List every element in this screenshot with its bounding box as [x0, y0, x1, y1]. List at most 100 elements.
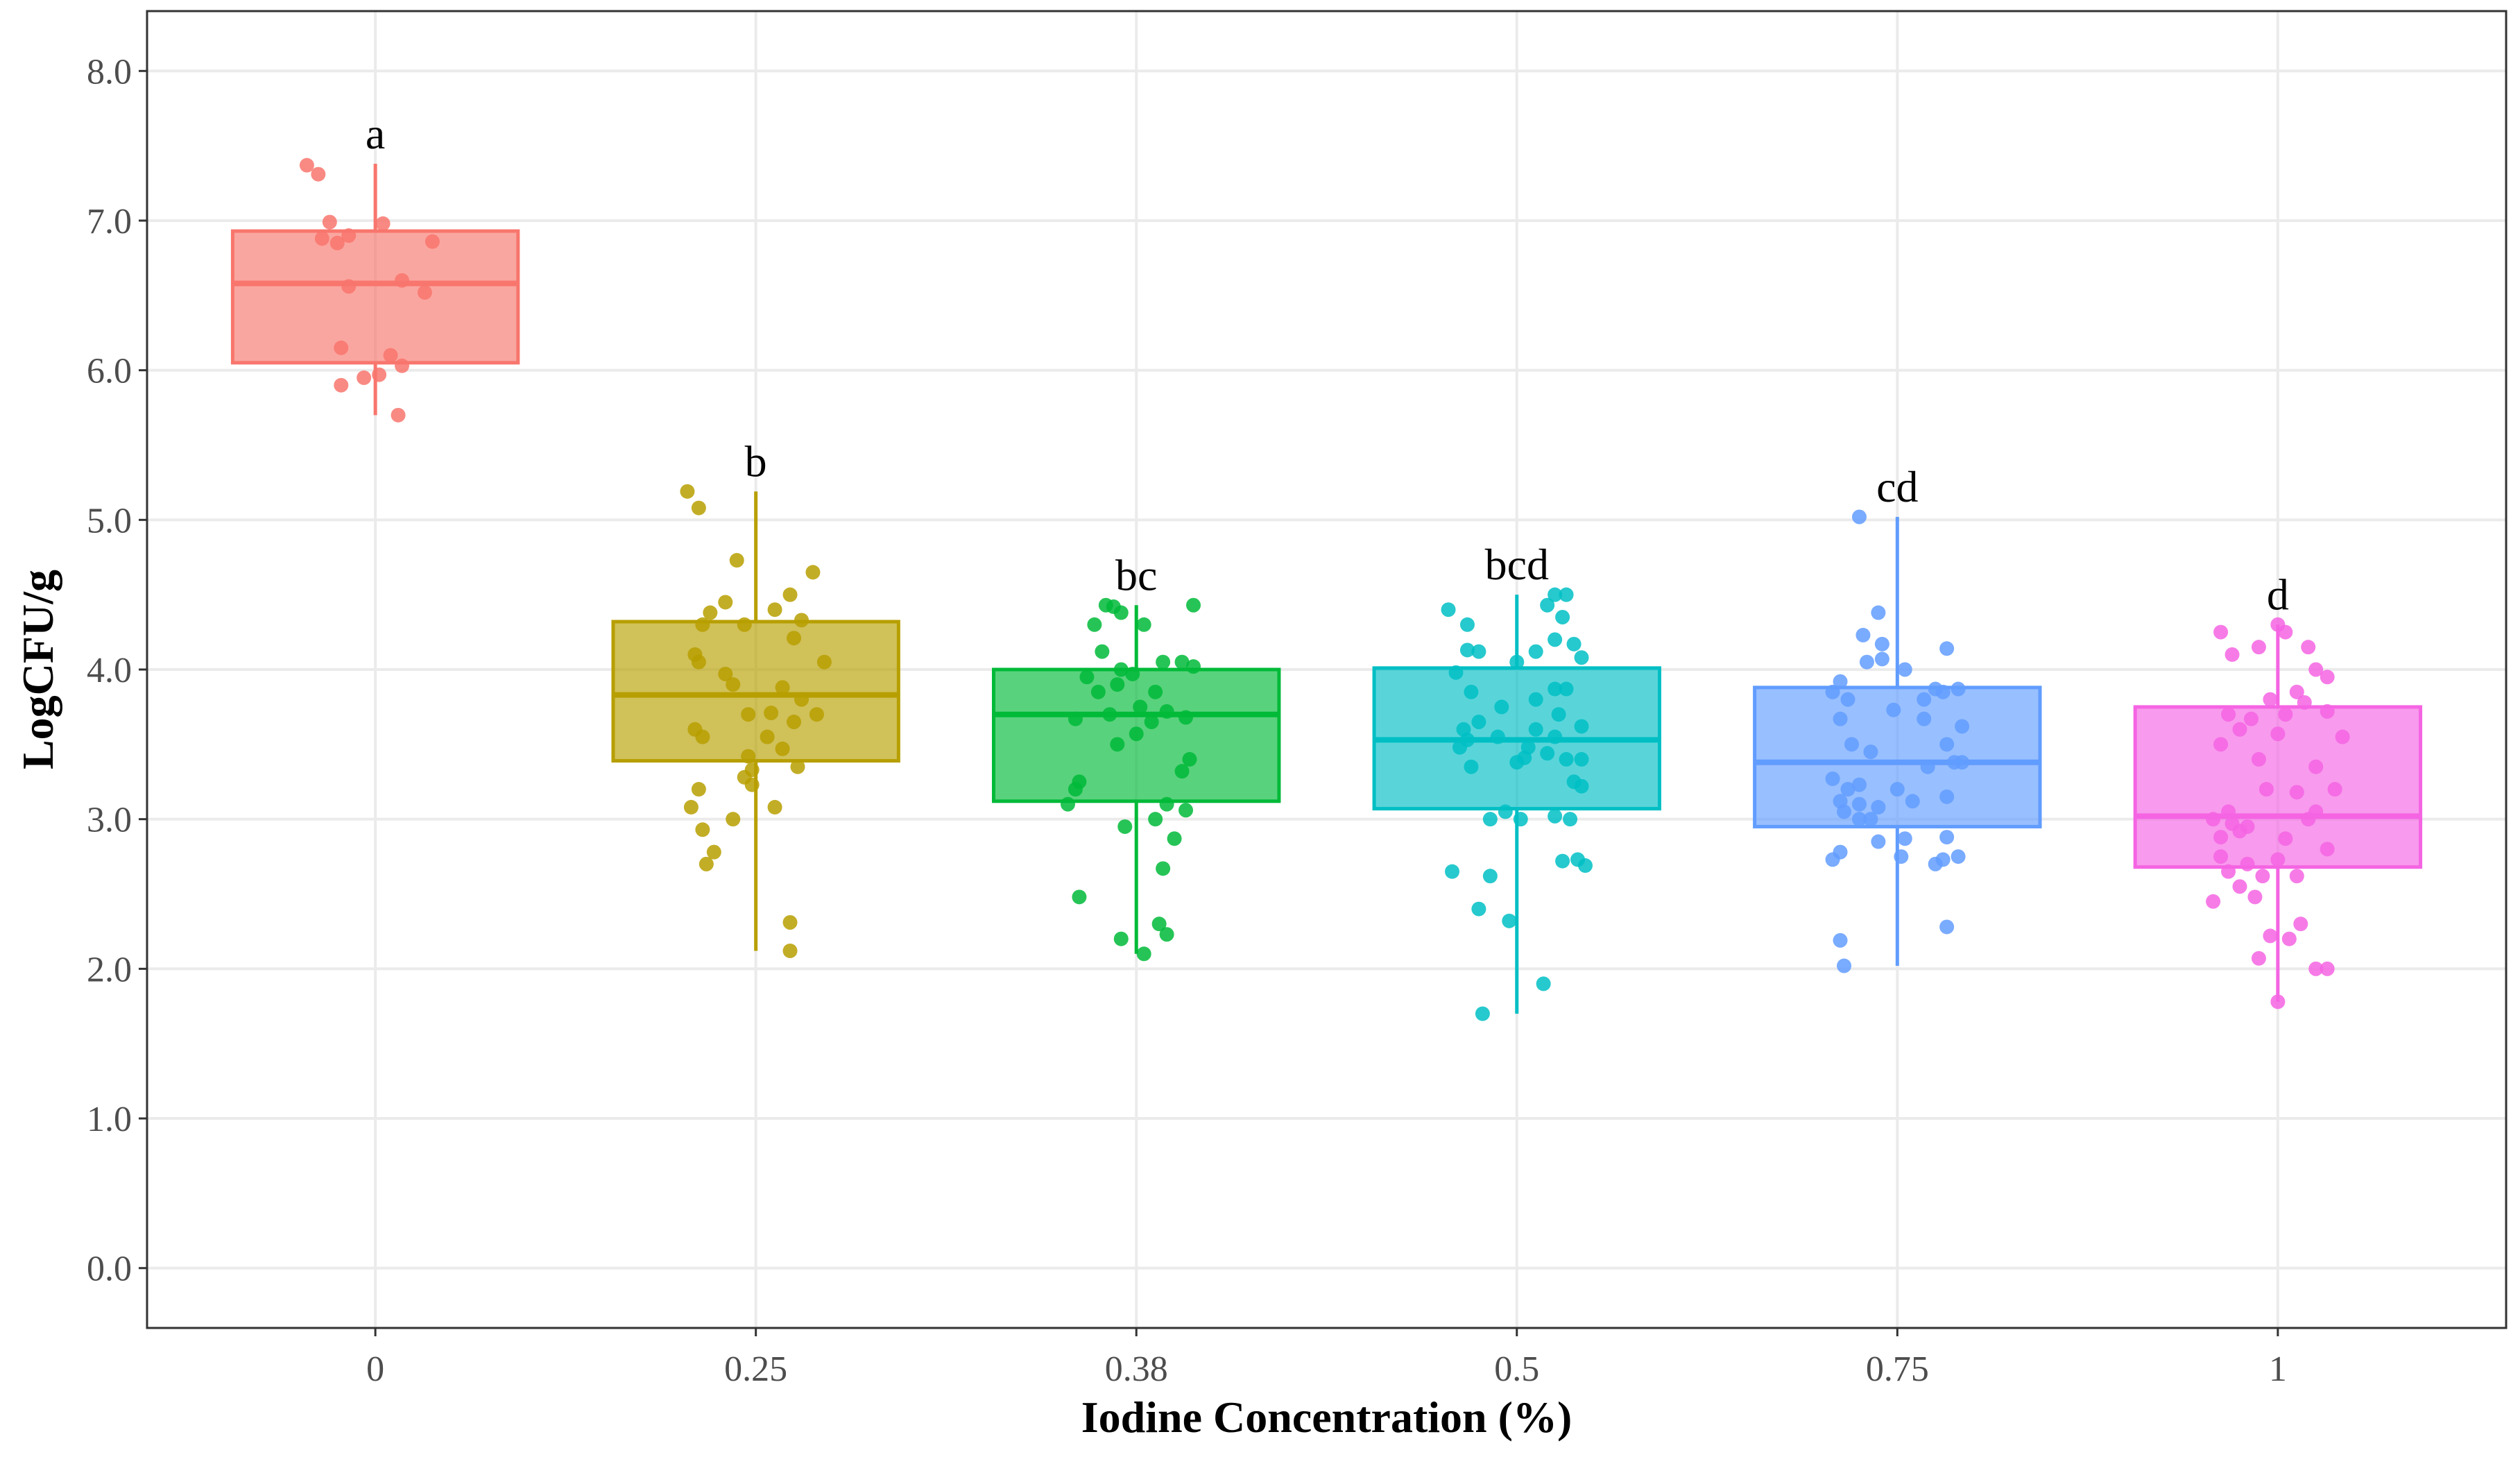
- data-point: [691, 500, 706, 516]
- data-point: [1825, 771, 1840, 786]
- data-point: [782, 587, 798, 602]
- x-tick-label: 0.75: [1866, 1349, 1929, 1389]
- data-point: [1837, 804, 1852, 819]
- data-point: [1548, 729, 1563, 744]
- data-point: [2240, 856, 2255, 871]
- data-point: [1445, 864, 1460, 879]
- data-point: [695, 729, 710, 744]
- data-point: [683, 799, 698, 815]
- data-point: [1068, 782, 1083, 797]
- data-point: [764, 706, 779, 721]
- data-point: [1459, 642, 1475, 658]
- data-point: [1871, 834, 1886, 849]
- data-point: [2243, 711, 2258, 726]
- data-point: [1113, 662, 1129, 677]
- data-point: [1167, 831, 1182, 846]
- data-point: [1129, 726, 1144, 742]
- data-point: [1060, 796, 1075, 812]
- data-point: [1159, 704, 1174, 719]
- data-point: [1851, 777, 1867, 792]
- data-point: [1136, 617, 1151, 632]
- data-point: [741, 749, 756, 764]
- data-point: [1471, 901, 1486, 917]
- data-point: [1536, 976, 1551, 991]
- data-point: [1894, 849, 1909, 864]
- data-point: [741, 707, 756, 722]
- data-point: [1441, 602, 1456, 617]
- x-axis-title: Iodine Concentration (%): [1081, 1392, 1572, 1442]
- data-point: [691, 782, 706, 797]
- data-point: [1851, 796, 1867, 812]
- data-point: [1563, 812, 1578, 827]
- data-point: [1939, 830, 1955, 845]
- data-point: [1448, 665, 1464, 680]
- data-point: [2289, 869, 2304, 884]
- data-point: [1886, 702, 1901, 717]
- data-point: [2213, 849, 2229, 864]
- data-point: [1174, 654, 1190, 670]
- data-point: [329, 235, 345, 250]
- data-point: [2270, 726, 2286, 742]
- data-point: [417, 284, 432, 300]
- data-point: [341, 228, 357, 244]
- data-point: [1871, 799, 1886, 815]
- data-point: [1548, 808, 1563, 824]
- data-point: [2308, 759, 2324, 774]
- data-point: [391, 407, 406, 423]
- data-point: [2335, 729, 2350, 744]
- data-point: [1871, 605, 1886, 620]
- y-axis-title: LogCFU/g: [13, 570, 62, 769]
- data-point: [1490, 729, 1505, 744]
- box-0.25: [611, 620, 900, 763]
- data-point: [698, 856, 714, 871]
- data-point: [767, 799, 782, 815]
- data-point: [395, 358, 410, 373]
- data-point: [2213, 737, 2229, 752]
- data-point: [1528, 644, 1543, 659]
- data-point: [1113, 605, 1129, 620]
- data-point: [1955, 719, 1970, 734]
- point-layer: [299, 157, 2350, 1021]
- data-point: [760, 729, 775, 744]
- data-point: [2213, 624, 2229, 640]
- data-point: [1509, 654, 1525, 670]
- data-point: [1159, 927, 1174, 942]
- data-point: [1889, 782, 1905, 797]
- y-tick-label: 8.0: [87, 52, 132, 92]
- y-tick-label: 1.0: [87, 1100, 132, 1139]
- significance-letter: cd: [1876, 462, 1918, 511]
- data-point: [1833, 674, 1848, 689]
- data-point: [1851, 812, 1867, 827]
- data-point: [1528, 692, 1543, 707]
- data-point: [1186, 597, 1201, 613]
- data-point: [2225, 647, 2240, 662]
- axis-layer: 0.0 1.0 2.0 3.0 4.0 5.0 6.0 7.0 8.0 0 0.25 0.38 0.5 0…: [87, 52, 2287, 1389]
- data-point: [1072, 889, 1087, 905]
- data-point: [1090, 684, 1106, 699]
- data-point: [1079, 670, 1095, 685]
- data-point: [1133, 699, 1148, 715]
- data-point: [1955, 755, 1970, 770]
- x-tick-label: 0.38: [1105, 1349, 1168, 1389]
- data-point: [1951, 849, 1966, 864]
- data-point: [2278, 624, 2293, 640]
- data-point: [1574, 650, 1589, 665]
- data-point: [1951, 681, 1966, 697]
- data-point: [726, 812, 741, 827]
- data-point: [1939, 789, 1955, 804]
- data-point: [2281, 931, 2297, 946]
- data-point: [794, 692, 809, 707]
- data-point: [794, 613, 809, 628]
- data-point: [1559, 587, 1574, 602]
- data-point: [1863, 744, 1878, 760]
- data-point: [1452, 740, 1467, 755]
- data-point: [1110, 737, 1125, 752]
- data-point: [1144, 714, 1159, 729]
- data-point: [2270, 994, 2286, 1009]
- data-point: [1186, 659, 1201, 674]
- data-point: [1855, 627, 1871, 642]
- data-point: [2263, 692, 2278, 707]
- data-point: [1897, 662, 1912, 677]
- data-point: [2251, 640, 2266, 655]
